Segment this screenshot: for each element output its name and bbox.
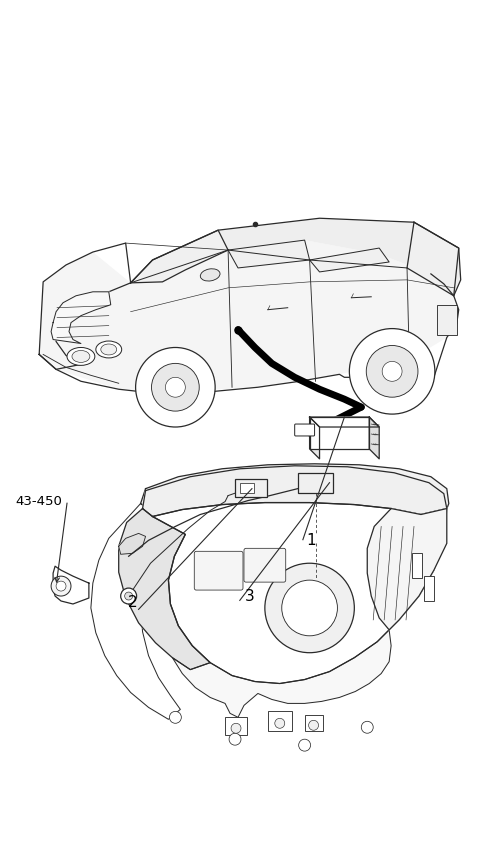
Circle shape (231, 723, 241, 734)
Ellipse shape (101, 344, 117, 356)
Bar (424, 577, 434, 601)
Polygon shape (39, 241, 459, 393)
Circle shape (366, 346, 418, 398)
Polygon shape (119, 534, 145, 554)
Polygon shape (310, 418, 369, 449)
Bar (240, 483, 254, 493)
Polygon shape (141, 464, 449, 517)
Ellipse shape (96, 342, 122, 358)
Circle shape (125, 592, 132, 600)
Text: 43-450: 43-450 (16, 494, 62, 507)
Circle shape (382, 362, 402, 381)
Bar (235, 480, 267, 497)
Polygon shape (131, 219, 461, 296)
Circle shape (275, 718, 285, 728)
Circle shape (120, 588, 137, 604)
Polygon shape (310, 418, 320, 459)
Circle shape (229, 734, 241, 746)
Polygon shape (91, 497, 447, 720)
Circle shape (349, 329, 435, 415)
Circle shape (299, 740, 311, 752)
Circle shape (56, 581, 66, 592)
Polygon shape (228, 241, 310, 269)
Polygon shape (143, 467, 447, 517)
Polygon shape (131, 231, 228, 283)
Text: 1: 1 (306, 533, 315, 548)
Circle shape (282, 580, 337, 636)
FancyBboxPatch shape (244, 548, 286, 582)
Polygon shape (367, 509, 447, 630)
Ellipse shape (72, 351, 90, 363)
Bar (268, 711, 292, 731)
Polygon shape (119, 509, 210, 670)
Polygon shape (369, 418, 379, 459)
Circle shape (51, 577, 71, 597)
Circle shape (152, 364, 199, 412)
Bar (437, 306, 457, 335)
Polygon shape (91, 504, 180, 720)
Polygon shape (53, 567, 89, 604)
Polygon shape (310, 418, 379, 428)
Text: 2: 2 (128, 594, 137, 610)
Circle shape (136, 348, 215, 428)
Circle shape (361, 722, 373, 734)
Text: 3: 3 (245, 588, 254, 604)
Bar (305, 715, 323, 731)
Polygon shape (51, 293, 111, 344)
Circle shape (166, 378, 185, 398)
Bar (225, 717, 247, 735)
Polygon shape (153, 503, 447, 684)
Polygon shape (310, 249, 389, 273)
Circle shape (169, 711, 181, 723)
Circle shape (309, 721, 319, 730)
Circle shape (265, 564, 354, 653)
Polygon shape (407, 223, 459, 296)
Ellipse shape (200, 269, 220, 282)
FancyBboxPatch shape (295, 424, 314, 437)
Bar (298, 474, 334, 493)
Bar (412, 554, 422, 579)
FancyBboxPatch shape (194, 552, 243, 591)
Polygon shape (172, 630, 391, 717)
Ellipse shape (67, 348, 95, 366)
